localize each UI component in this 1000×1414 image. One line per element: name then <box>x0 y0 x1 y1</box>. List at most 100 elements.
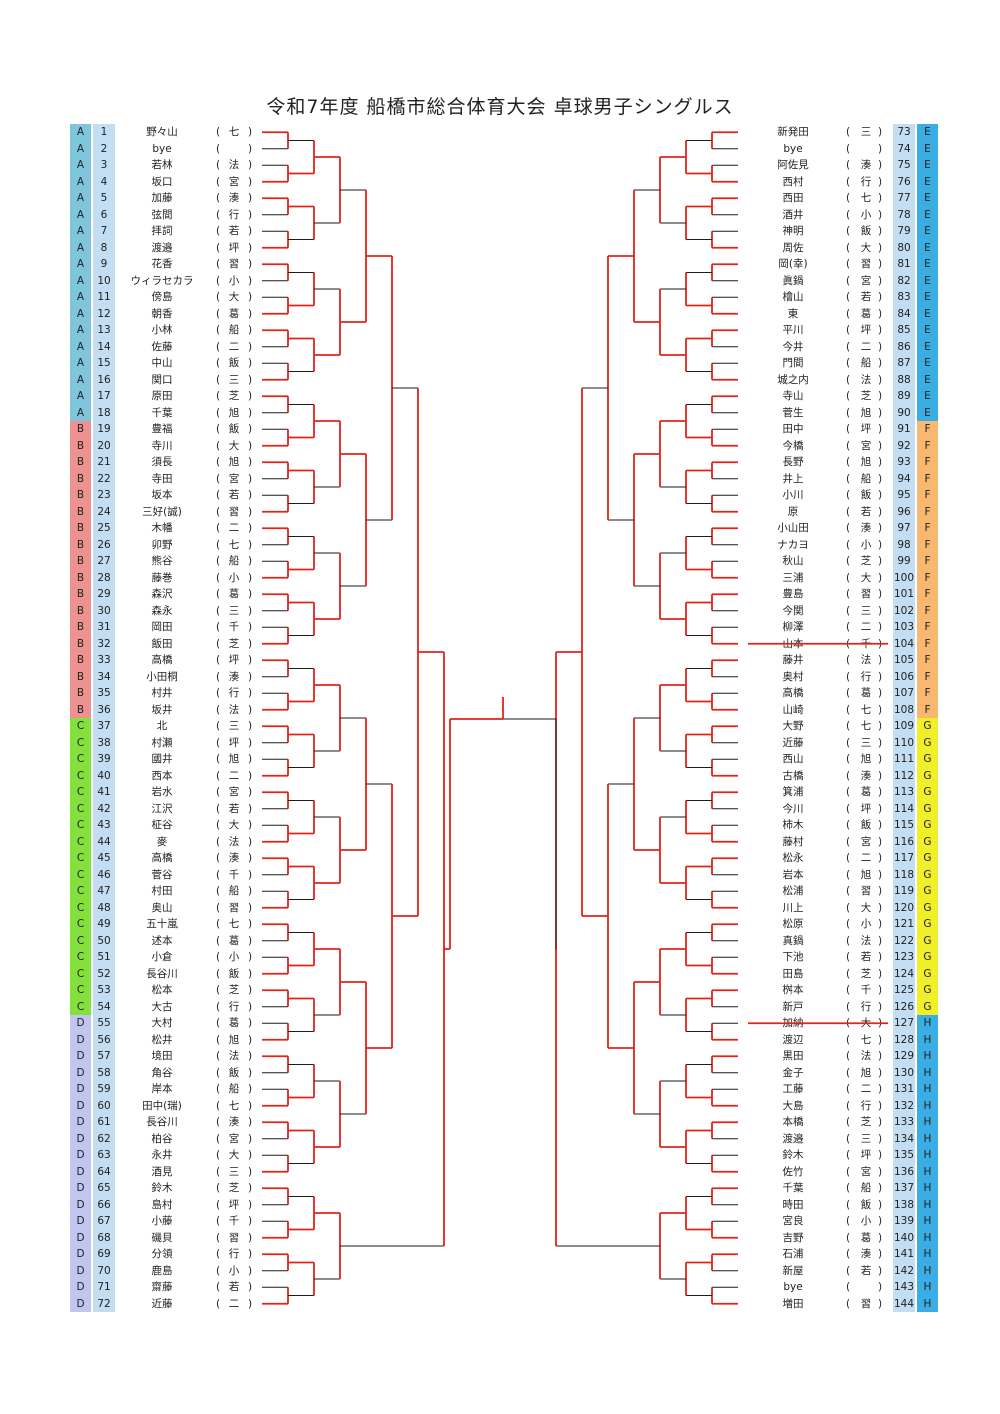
player-row: A 18 千葉 (旭) <box>0 404 1000 421</box>
paren-open: ( <box>215 208 221 221</box>
block-label: E <box>917 256 938 273</box>
player-row: B 29 森沢 (葛) <box>0 586 1000 603</box>
player-name: 拝詞 <box>151 225 173 237</box>
seed-number: 17 <box>93 388 115 405</box>
school-abbr: 湊 <box>860 1248 872 1260</box>
player-row: 西田 (七) 77 E <box>0 190 1000 207</box>
player-name: 朝香 <box>151 307 173 320</box>
paren-close: ) <box>247 126 253 138</box>
paren-open: ( <box>215 423 221 435</box>
paren-open: ( <box>215 918 221 930</box>
player-row: D 57 境田 (法) <box>0 1048 1000 1065</box>
seed-number: 79 <box>893 223 915 240</box>
player-name: 岩本 <box>782 868 804 881</box>
paren-open: ( <box>845 819 851 831</box>
player-name: 角谷 <box>151 1066 173 1079</box>
block-label: D <box>70 1229 91 1246</box>
player-row: B 26 卯野 (七) <box>0 536 1000 553</box>
seed-number: 117 <box>893 850 915 867</box>
paren-open: ( <box>845 1083 851 1095</box>
block-label: C <box>70 751 91 768</box>
paren-close: ) <box>877 373 883 386</box>
player-name: 城之内 <box>777 373 809 386</box>
seed-number: 130 <box>893 1064 915 1081</box>
player-row: C 44 麥 (法) <box>0 833 1000 850</box>
player-row: 原 (若) 96 F <box>0 503 1000 520</box>
seed-number: 5 <box>93 190 115 207</box>
player-row: D 62 柏谷 (宮) <box>0 1130 1000 1147</box>
player-row: 工藤 (二) 131 H <box>0 1081 1000 1098</box>
seed-number: 45 <box>93 850 115 867</box>
school-abbr: 坪 <box>228 1198 240 1211</box>
player-row: C 53 松本 (芝) <box>0 982 1000 999</box>
paren-close: ) <box>877 225 883 237</box>
school-abbr: 宮 <box>228 472 240 485</box>
paren-close: ) <box>877 423 883 435</box>
player-name: ナカヨ <box>777 538 809 551</box>
paren-open: ( <box>215 1264 221 1277</box>
school-abbr: 若 <box>860 951 872 963</box>
paren-close: ) <box>877 241 883 254</box>
paren-close: ) <box>247 621 253 633</box>
seed-number: 63 <box>93 1147 115 1164</box>
seed-number: 68 <box>93 1229 115 1246</box>
block-label: C <box>70 965 91 982</box>
seed-number: 82 <box>893 272 915 289</box>
paren-close: ) <box>877 1033 883 1046</box>
paren-close: ) <box>247 390 253 402</box>
school-abbr: 行 <box>860 670 872 683</box>
school-abbr: 湊 <box>228 192 240 204</box>
player-name: 増田 <box>782 1297 804 1310</box>
paren-close: ) <box>247 819 253 831</box>
paren-open: ( <box>845 951 851 963</box>
paren-close: ) <box>247 588 253 600</box>
block-label: G <box>917 916 938 933</box>
seed-number: 2 <box>93 140 115 157</box>
block-label: G <box>917 932 938 949</box>
paren-open: ( <box>845 423 851 435</box>
block-label: D <box>70 1064 91 1081</box>
school-abbr: 飯 <box>228 967 240 980</box>
school-abbr: 飯 <box>228 357 240 369</box>
seed-number: 43 <box>93 817 115 834</box>
seed-number: 127 <box>893 1015 915 1032</box>
player-row: 酒井 (小) 78 E <box>0 206 1000 223</box>
school-abbr: 二 <box>228 1297 240 1310</box>
paren-close: ) <box>247 786 253 798</box>
player-name: bye <box>152 142 172 155</box>
school-abbr: 七 <box>228 538 240 551</box>
block-label: F <box>917 437 938 454</box>
school-abbr: 行 <box>228 208 240 221</box>
seed-number: 32 <box>93 635 115 652</box>
paren-open: ( <box>845 555 851 567</box>
player-row: 藤井 (法) 105 F <box>0 652 1000 669</box>
school-abbr: 若 <box>228 802 240 815</box>
seed-number: 41 <box>93 784 115 801</box>
paren-close: ) <box>247 241 253 254</box>
seed-number: 12 <box>93 305 115 322</box>
block-label: H <box>917 1015 938 1032</box>
seed-number: 74 <box>893 140 915 157</box>
paren-open: ( <box>845 1116 851 1128</box>
player-row: 檜山 (若) 83 E <box>0 289 1000 306</box>
paren-close: ) <box>877 918 883 930</box>
block-label: E <box>917 190 938 207</box>
paren-open: ( <box>215 192 221 204</box>
player-row: B 21 須長 (旭) <box>0 454 1000 471</box>
seed-number: 50 <box>93 932 115 949</box>
seed-number: 38 <box>93 734 115 751</box>
paren-open: ( <box>845 1297 851 1310</box>
school-abbr: 湊 <box>860 769 872 782</box>
paren-close: ) <box>247 802 253 815</box>
block-label: D <box>70 1246 91 1263</box>
block-label: E <box>917 223 938 240</box>
block-label: F <box>917 602 938 619</box>
block-label: B <box>70 553 91 570</box>
seed-number: 137 <box>893 1180 915 1197</box>
seed-number: 109 <box>893 718 915 735</box>
player-name: 永井 <box>151 1149 173 1161</box>
paren-close: ) <box>877 852 883 864</box>
seed-number: 3 <box>93 157 115 174</box>
paren-close: ) <box>877 472 883 485</box>
